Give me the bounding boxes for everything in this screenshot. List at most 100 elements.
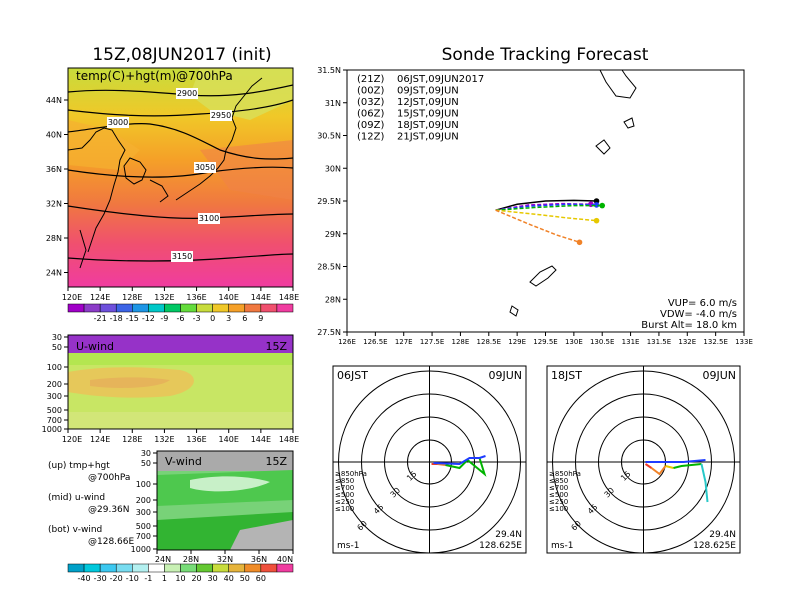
colorbar-swatch: [83, 563, 101, 573]
hodograph-lat: 29.4N: [709, 530, 736, 540]
track-line: [495, 203, 597, 211]
colorbar-label: 10: [175, 574, 185, 583]
colorbar-label: 30: [208, 574, 218, 583]
hodograph-trace: [665, 465, 674, 469]
lat-tick-label: 36N: [251, 555, 267, 564]
lat-tick-label: 29.5N: [317, 197, 341, 206]
legend-code: (21Z): [357, 74, 384, 85]
contour-label: 3150: [172, 252, 192, 261]
left-title: 15Z,08JUN2017 (init): [92, 45, 271, 65]
lon-tick-label: 124E: [90, 435, 110, 444]
colorbar-swatch: [132, 303, 149, 313]
coastline: [68, 127, 126, 253]
pressure-tick-label: 50: [141, 459, 151, 468]
colorbar-label: 40: [224, 574, 234, 583]
island: [529, 265, 557, 287]
lon-tick-label: 140E: [219, 293, 239, 302]
param-burst: Burst Alt= 18.0 km: [641, 320, 737, 331]
colorbar-label: 0: [210, 314, 215, 323]
lon-tick-label: 144E: [251, 435, 271, 444]
hodograph-unit: ms-1: [337, 541, 359, 551]
pressure-tick-label: 200: [47, 380, 62, 389]
hodograph-lon: 128.625E: [479, 541, 522, 551]
lon-tick-label: 133E: [735, 338, 753, 346]
lat-tick-label: 31.5N: [317, 66, 341, 75]
pressure-tick-label: 200: [136, 496, 151, 505]
colorbar-swatch: [164, 563, 181, 573]
lon-tick-label: 124E: [90, 293, 110, 302]
hodograph-trace: [700, 463, 709, 503]
pressure-tick-label: 50: [52, 343, 62, 352]
lon-tick-label: 131.5E: [647, 338, 671, 346]
track-endpoint: [593, 217, 600, 224]
right-title: Sonde Tracking Forecast: [442, 45, 649, 65]
note-mid-level: @29.36N: [88, 505, 130, 515]
colorbar-swatch: [180, 563, 197, 573]
track-line: [495, 204, 603, 211]
colorbar-label: 9: [258, 314, 263, 323]
hodograph-time: 18JST: [551, 369, 582, 382]
colorbar-label: -18: [110, 314, 123, 323]
level-legend: ≤250: [335, 498, 354, 506]
colorbar-label: -20: [110, 574, 123, 583]
colorbar-label: -10: [126, 574, 139, 583]
pressure-tick-label: 300: [47, 392, 62, 401]
level-legend: ≤850: [335, 477, 354, 485]
lat-tick-label: 28N: [325, 295, 341, 304]
lat-tick-label: 24N: [46, 269, 62, 278]
contour-label: 3050: [195, 163, 215, 172]
colorbar-label: 60: [256, 574, 266, 583]
legend-time: 06JST,09JUN2017: [397, 74, 484, 85]
hodograph-lat: 29.4N: [495, 530, 522, 540]
pressure-tick-label: 30: [141, 449, 151, 458]
track-map: 31.5N31N30.5N30N29.5N29N28.5N28N27.5N126…: [317, 66, 753, 346]
upper-map-label: temp(C)+hgt(m)@700hPa: [76, 69, 233, 83]
colorbar-swatch: [228, 303, 246, 313]
lon-tick-label: 127.5E: [420, 338, 444, 346]
lon-tick-label: 131E: [622, 338, 640, 346]
lon-tick-label: 130E: [565, 338, 583, 346]
colorbar-label: -6: [177, 314, 185, 323]
pressure-tick-label: 100: [136, 480, 151, 489]
legend-code: (06Z): [357, 109, 384, 120]
contour-label: 2950: [211, 111, 231, 120]
colorbar-swatch: [164, 303, 181, 313]
colorbar-label: -1: [144, 574, 152, 583]
colorbar-swatch: [115, 563, 133, 573]
wind-colorbar: -40 -30 -20 -10 -1 1 10 20 30 40 50 60: [67, 563, 294, 583]
legend-time: 21JST,09JUN: [397, 132, 459, 143]
lon-tick-label: 148E: [279, 435, 299, 444]
colorbar-label: 3: [226, 314, 231, 323]
colorbar-label: -12: [142, 314, 155, 323]
note-up-level: @700hPa: [88, 473, 130, 483]
colorbar-label: -21: [94, 314, 107, 323]
pressure-tick-label: 500: [47, 406, 62, 415]
ring-label: 30: [389, 486, 403, 500]
colorbar-swatch: [67, 563, 85, 573]
colorbar-swatch: [228, 563, 246, 573]
ring-label: 15: [405, 469, 419, 483]
legend-time: 15JST,09JUN: [397, 109, 459, 120]
lat-tick-label: 28N: [46, 234, 62, 243]
pressure-tick-label: 100: [47, 363, 62, 372]
pressure-tick-label: 700: [47, 416, 62, 425]
v-wind-label: V-wind: [165, 455, 202, 468]
lat-tick-label: 44N: [46, 96, 62, 105]
colorbar-swatch: [212, 303, 229, 313]
lat-tick-label: 30N: [325, 164, 341, 173]
lon-tick-label: 128E: [452, 338, 470, 346]
legend-time: 12JST,09JUN: [397, 97, 459, 108]
level-legend: ≤700: [549, 484, 568, 492]
lon-tick-label: 128.5E: [477, 338, 501, 346]
lat-tick-label: 28.5N: [317, 263, 341, 272]
track-line: [495, 209, 580, 243]
lon-tick-label: 128E: [122, 435, 142, 444]
lon-tick-label: 128E: [122, 293, 142, 302]
pressure-tick-label: 500: [136, 522, 151, 531]
lon-tick-label: 136E: [186, 435, 206, 444]
colorbar-label: -15: [126, 314, 139, 323]
hodograph-unit: ms-1: [551, 541, 573, 551]
coastline-korea: [123, 157, 147, 185]
colorbar-swatch: [148, 303, 165, 313]
note-bot: (bot) v-wind: [48, 525, 102, 535]
